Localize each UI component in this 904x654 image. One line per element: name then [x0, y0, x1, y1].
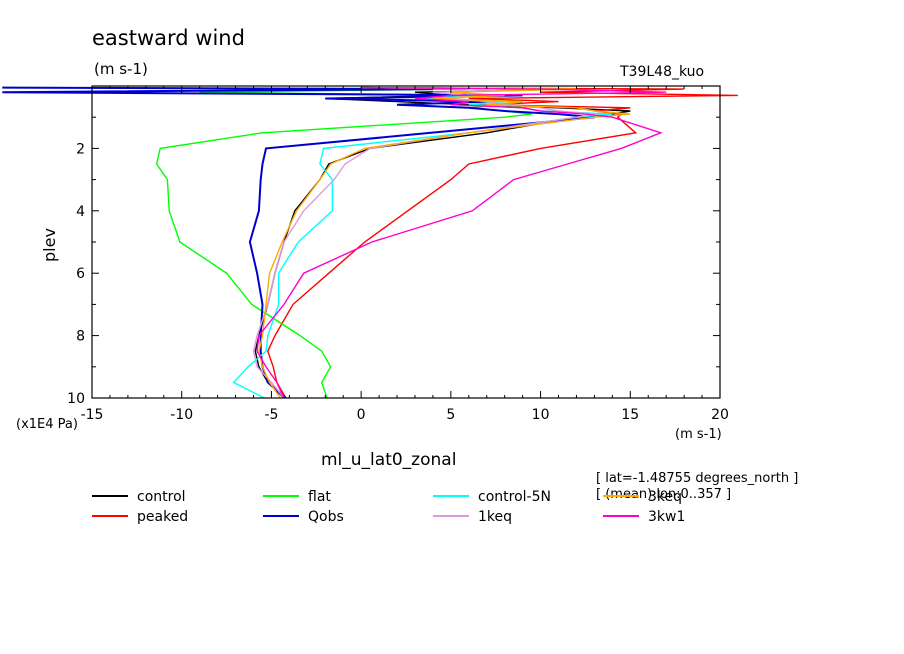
- meta-longitude: [ (mean) lon:0..357 ]: [596, 487, 731, 502]
- x-axis-label: (m s-1): [675, 427, 722, 442]
- legend: control peaked flat Qobs control-5N 1keq 3keq 3…: [92, 489, 685, 525]
- legend-label-qobs: Qobs: [308, 509, 344, 525]
- legend-label-3keq: 3keq: [648, 489, 682, 505]
- x-tick-label: -10: [170, 407, 193, 423]
- y-tick-label: 4: [76, 204, 85, 220]
- units-label: (m s-1): [94, 60, 148, 78]
- series-line-3kw1: [256, 86, 667, 398]
- legend-label-peaked: peaked: [137, 509, 188, 525]
- x-tick-label: 0: [357, 407, 366, 423]
- run-id: T39L48_kuo: [619, 64, 704, 80]
- plot-frame: [91, 85, 721, 399]
- legend-label-control-5n: control-5N: [478, 489, 551, 505]
- series-line-qobs: [2, 86, 595, 398]
- x-tick-label: -5: [264, 407, 278, 423]
- x-tick-label: 10: [532, 407, 550, 423]
- chart-title: eastward wind: [92, 26, 245, 50]
- legend-label-3kw1: 3kw1: [648, 509, 685, 525]
- x-tick-label: -15: [81, 407, 104, 423]
- legend-label-1keq: 1keq: [478, 509, 512, 525]
- meta-latitude: [ lat=-1.48755 degrees_north ]: [596, 471, 798, 486]
- x-tick-label: 5: [446, 407, 455, 423]
- series-layer: [2, 86, 738, 398]
- series-line-3keq: [258, 86, 631, 398]
- axis-layer: -15 -10 -5 0 5 10 15 20 2 4 6 8 10: [67, 86, 729, 423]
- y-tick-label: 8: [76, 329, 85, 345]
- series-line-control: [254, 86, 631, 398]
- y-tick-label: 6: [76, 266, 85, 282]
- y-axis-label: plev: [40, 228, 59, 262]
- y-scale-label: (x1E4 Pa): [16, 417, 78, 432]
- y-tick-label: 2: [76, 141, 85, 157]
- series-line-peaked: [267, 86, 738, 398]
- x-tick-label: 15: [621, 407, 639, 423]
- y-tick-label: 10: [67, 391, 85, 407]
- x-tick-label: 20: [711, 407, 729, 423]
- legend-label-flat: flat: [308, 489, 331, 505]
- legend-label-control: control: [137, 489, 186, 505]
- variable-name: ml_u_lat0_zonal: [321, 450, 456, 470]
